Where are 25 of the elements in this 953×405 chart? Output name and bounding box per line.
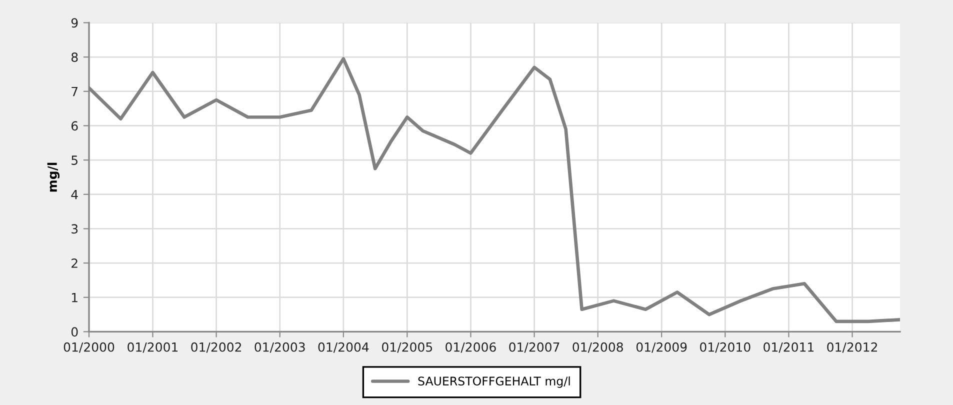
x-tick-label: 01/2012 — [827, 342, 877, 353]
x-tick-label: 01/2008 — [572, 342, 623, 353]
legend-label: SAUERSTOFFGEHALT mg/l — [418, 376, 570, 388]
y-tick-label: 7 — [72, 87, 78, 96]
y-tick-label: 5 — [72, 156, 78, 165]
x-tick-label: 01/2005 — [382, 342, 432, 353]
y-axis-title: mg/l — [47, 162, 60, 192]
y-tick-label: 9 — [71, 18, 78, 28]
x-tick-label: 01/2002 — [191, 342, 242, 353]
y-tick-label: 4 — [71, 190, 78, 200]
y-tick-label: 6 — [72, 121, 78, 131]
x-tick-label: 01/2011 — [764, 342, 814, 353]
x-tick-label: 01/2003 — [254, 342, 305, 353]
x-tick-label: 01/2007 — [509, 342, 560, 353]
x-tick-label: 01/2006 — [446, 342, 496, 353]
x-tick-label: 01/2010 — [700, 342, 750, 353]
y-tick-label: 8 — [71, 52, 78, 62]
x-tick-label: 01/2004 — [318, 342, 369, 353]
y-tick-label: 3 — [72, 224, 78, 234]
x-tick-label: 01/2000 — [64, 342, 114, 353]
x-tick-label: 01/2009 — [636, 342, 687, 353]
y-tick-label: 2 — [72, 258, 78, 268]
y-tick-label: 1 — [72, 293, 78, 302]
y-tick-label: 0 — [71, 327, 78, 337]
x-tick-label: 01/2001 — [128, 342, 178, 353]
